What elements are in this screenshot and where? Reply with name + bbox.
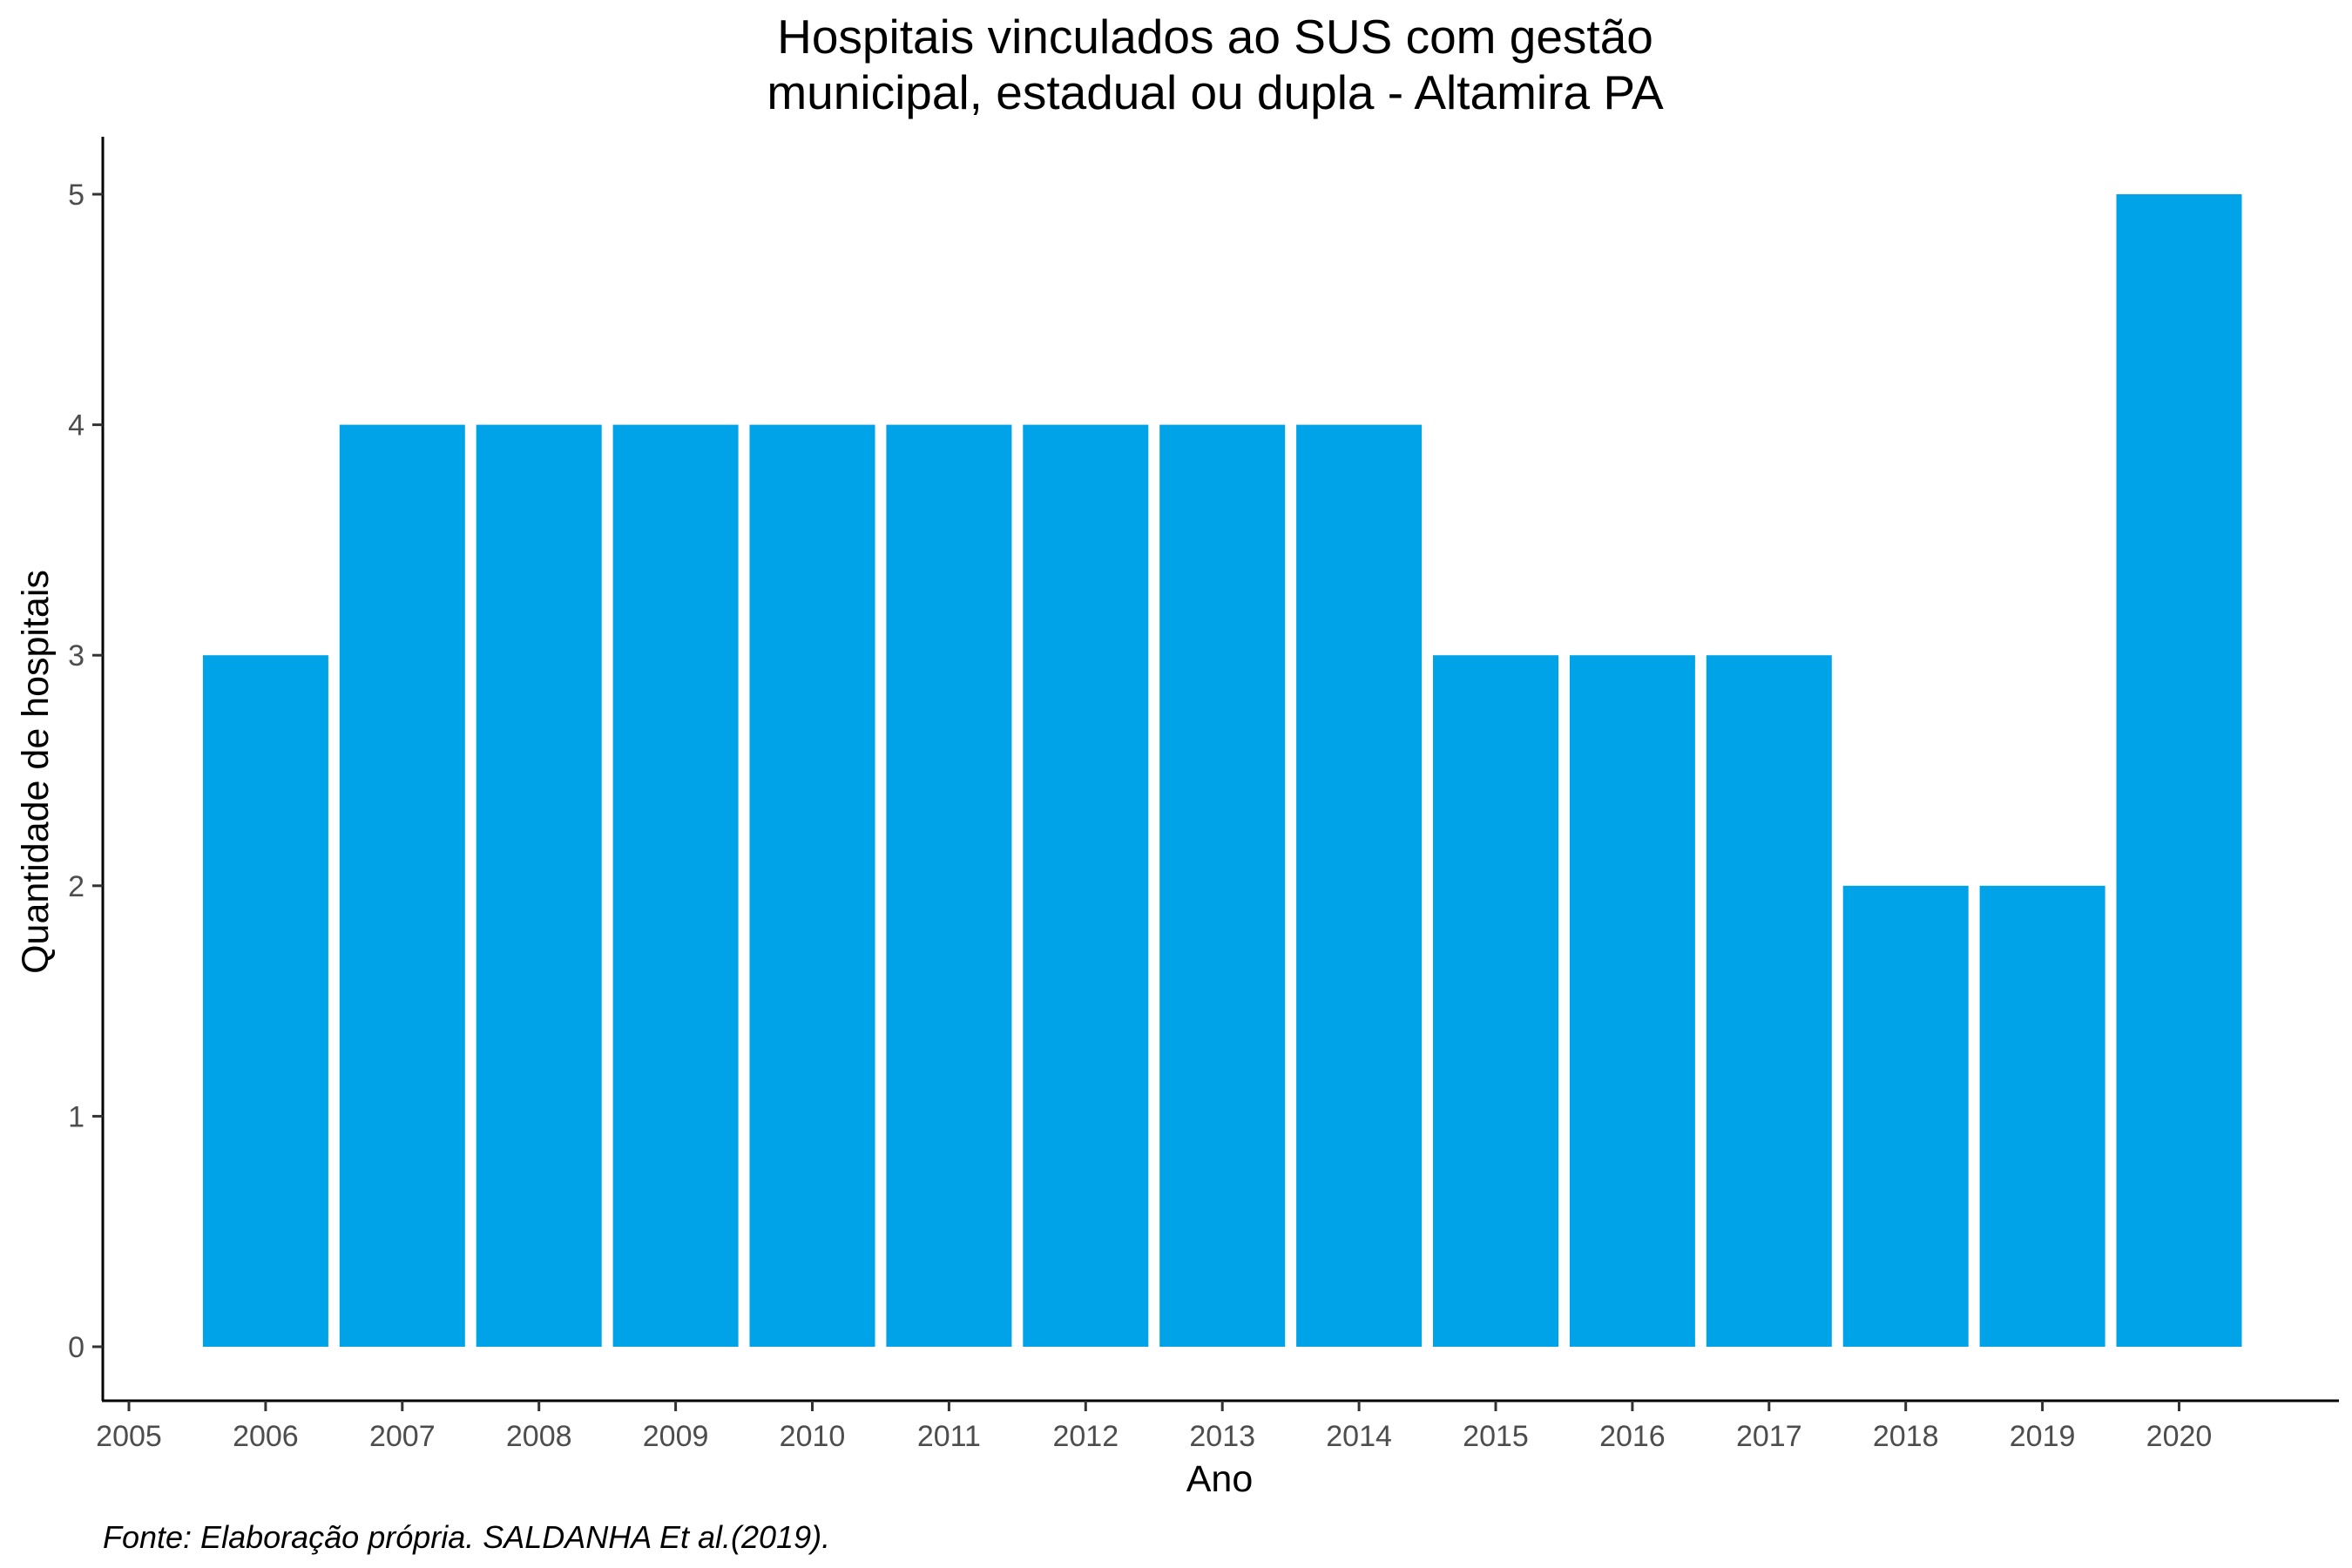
bar-2014 <box>1296 424 1423 1348</box>
bar-2016 <box>1569 655 1695 1347</box>
chart-title-line-1: Hospitais vinculados ao SUS com gestão <box>777 10 1653 64</box>
bars-group <box>202 194 2242 1348</box>
bar-2012 <box>1023 424 1149 1348</box>
x-tick-label-2006: 2006 <box>233 1420 299 1453</box>
bar-2018 <box>1842 885 1969 1347</box>
chart-title: Hospitais vinculados ao SUS com gestão m… <box>0 9 2352 120</box>
y-tick-label-3: 3 <box>68 639 84 672</box>
bar-2009 <box>612 424 739 1348</box>
y-tick-label-5: 5 <box>68 179 84 212</box>
y-axis-label: Quantidade de hospitais <box>15 570 57 974</box>
source-caption: Fonte: Elaboração própria. SALDANHA Et a… <box>103 1519 831 1555</box>
x-axis-ticks: 2005 2006 2007 2008 2009 2010 2011 2012 2013 2014… <box>96 1401 2212 1453</box>
y-tick-label-2: 2 <box>68 870 84 903</box>
bar-2008 <box>476 424 602 1348</box>
x-tick-label-2011: 2011 <box>917 1420 981 1453</box>
x-tick-label-2014: 2014 <box>1326 1420 1392 1453</box>
bar-2017 <box>1706 655 1832 1347</box>
x-tick-label-2015: 2015 <box>1463 1420 1529 1453</box>
bar-2019 <box>1979 885 2105 1347</box>
bar-2011 <box>886 424 1012 1348</box>
x-tick-label-2020: 2020 <box>2146 1420 2213 1453</box>
bar-2006 <box>202 655 328 1347</box>
x-tick-label-2016: 2016 <box>1599 1420 1666 1453</box>
y-axis-ticks: 0 1 2 3 4 5 <box>68 179 103 1364</box>
x-tick-label-2012: 2012 <box>1052 1420 1119 1453</box>
bar-2013 <box>1159 424 1286 1348</box>
y-tick-label-4: 4 <box>68 409 84 443</box>
x-tick-label-2010: 2010 <box>780 1420 846 1453</box>
x-tick-label-2009: 2009 <box>643 1420 709 1453</box>
x-axis-label: Ano <box>1186 1458 1254 1500</box>
y-tick-label-0: 0 <box>68 1331 84 1364</box>
x-tick-label-2008: 2008 <box>506 1420 572 1453</box>
x-tick-label-2007: 2007 <box>369 1420 436 1453</box>
x-tick-label-2005: 2005 <box>96 1420 162 1453</box>
x-tick-label-2017: 2017 <box>1736 1420 1802 1453</box>
chart-title-line-2: municipal, estadual ou dupla - Altamira … <box>767 65 1664 119</box>
y-tick-label-1: 1 <box>68 1100 84 1133</box>
bar-2007 <box>339 424 465 1348</box>
bar-2015 <box>1433 655 1558 1347</box>
x-tick-label-2013: 2013 <box>1189 1420 1255 1453</box>
x-tick-label-2018: 2018 <box>1873 1420 1939 1453</box>
x-tick-label-2019: 2019 <box>2010 1420 2076 1453</box>
bar-2020 <box>2116 194 2242 1347</box>
bar-2010 <box>749 424 875 1348</box>
